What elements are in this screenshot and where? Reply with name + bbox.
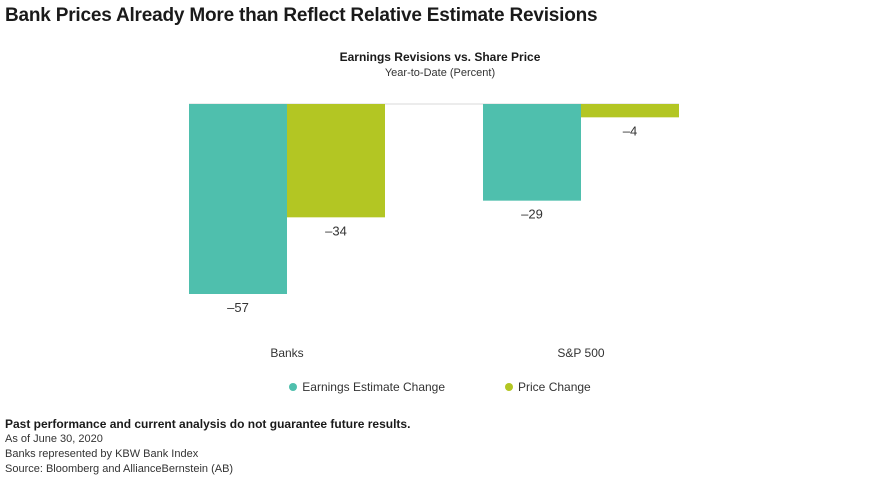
data-label: –57	[227, 300, 249, 315]
bar-earnings-sp500	[483, 104, 581, 201]
chart-title: Earnings Revisions vs. Share Price	[339, 50, 541, 64]
legend-label-price: Price Change	[518, 380, 591, 394]
data-label: –29	[521, 207, 543, 222]
footer-disclaimer: Past performance and current analysis do…	[5, 417, 411, 431]
footer-line-date: As of June 30, 2020	[5, 433, 103, 445]
chart-legend: Earnings Estimate Change Price Change	[0, 380, 880, 394]
legend-item-price: Price Change	[505, 380, 591, 394]
data-label: –34	[325, 223, 347, 238]
legend-label-earnings: Earnings Estimate Change	[302, 380, 446, 394]
bar-price-banks	[287, 104, 385, 218]
footer-line-source: Source: Bloomberg and AllianceBernstein …	[5, 463, 234, 475]
legend-swatch-earnings	[289, 383, 298, 391]
legend-item-earnings: Earnings Estimate Change	[289, 380, 445, 394]
bar-earnings-banks	[189, 104, 287, 294]
data-label: –4	[623, 123, 637, 138]
category-label: Banks	[270, 346, 303, 360]
category-label: S&P 500	[557, 346, 604, 360]
footer-notes: Past performance and current analysis do…	[5, 417, 410, 477]
legend-swatch-price	[505, 383, 514, 391]
bar-chart: –57 –34 Banks –29 –4 S&P 500	[189, 103, 679, 360]
chart-subtitle: Year-to-Date (Percent)	[384, 67, 496, 79]
page-headline: Bank Prices Already More than Reflect Re…	[5, 5, 598, 26]
bar-price-sp500	[581, 104, 679, 118]
footer-line-index: Banks represented by KBW Bank Index	[5, 448, 199, 460]
